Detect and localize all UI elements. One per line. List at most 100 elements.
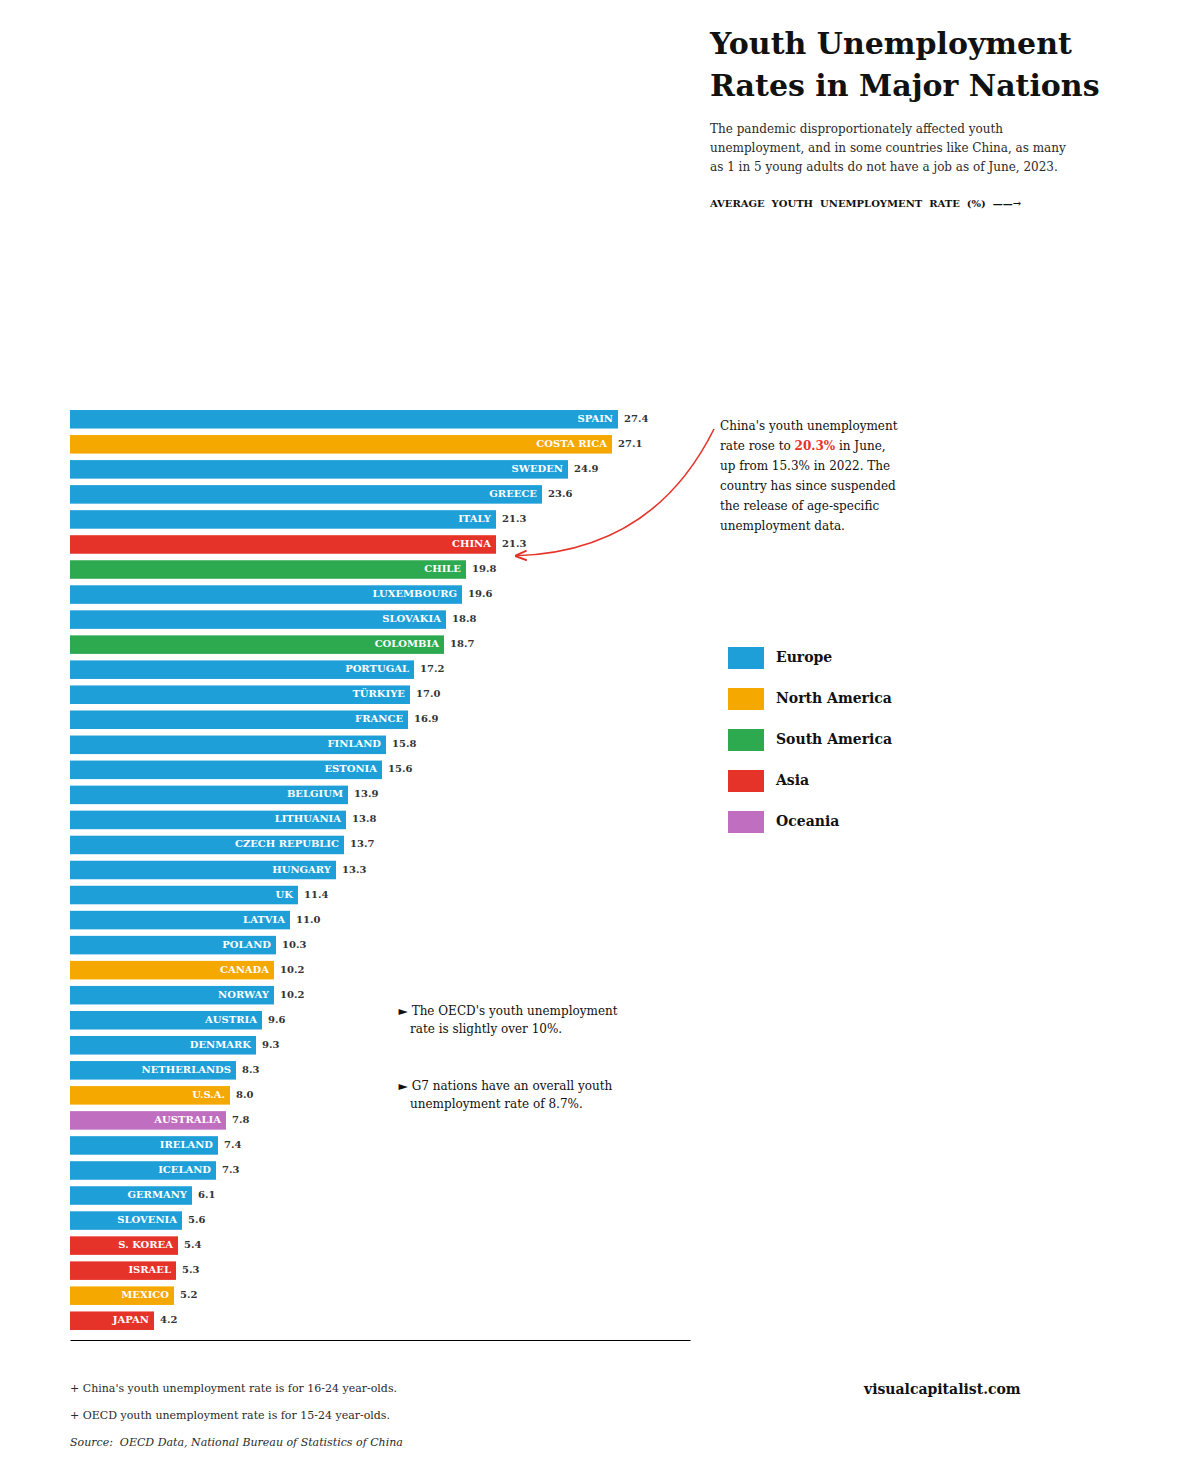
bar	[70, 485, 542, 504]
footnote: + OECD youth unemployment rate is for 15…	[70, 1409, 390, 1422]
bar	[70, 1036, 256, 1055]
value-label: 5.3	[182, 1264, 199, 1275]
bar	[70, 886, 298, 905]
annotation: ► The OECD's youth unemployment rate is …	[399, 1004, 618, 1036]
value-label: 19.6	[468, 588, 492, 599]
footnote: Source: OECD Data, National Bureau of St…	[70, 1436, 403, 1449]
bar	[70, 1061, 236, 1080]
value-label: 9.3	[262, 1039, 279, 1050]
category-label: POLAND	[222, 939, 271, 950]
category-label: CHINA	[452, 538, 491, 549]
category-label: GREECE	[489, 488, 537, 499]
annotation-line: unemployment rate of 8.7%.	[399, 1097, 583, 1111]
category-label: SLOVAKIA	[382, 613, 441, 624]
title: Youth Unemployment Rates in Major Nations	[709, 26, 1100, 103]
bar	[70, 786, 348, 805]
bar	[70, 1136, 218, 1155]
annotation-line: ► The OECD's youth unemployment	[399, 1004, 618, 1018]
bar	[70, 435, 612, 454]
x-axis	[71, 1340, 691, 1341]
annotation-line: unemployment data.	[720, 519, 845, 533]
value-label: 15.8	[392, 738, 416, 749]
bar	[70, 1211, 182, 1230]
category-label: CZECH REPUBLIC	[235, 838, 339, 849]
bar	[70, 1261, 176, 1280]
annotation-line: the release of age-specific	[720, 499, 879, 513]
x-axis-line	[71, 1340, 691, 1341]
annotation-line: rate is slightly over 10%.	[399, 1022, 563, 1036]
legend-swatch	[728, 770, 764, 792]
category-label: LATVIA	[243, 914, 285, 925]
value-label: 10.3	[282, 939, 306, 950]
chart-svg: SPAINCOSTA RICASWEDENGREECEITALYCHINACHI…	[0, 0, 1200, 1479]
annotation-line: country has since suspended	[720, 479, 896, 493]
value-label: 11.0	[296, 914, 320, 925]
value-label: 27.1	[618, 438, 642, 449]
subtitle-line: The pandemic disproportionately affected…	[710, 122, 1003, 136]
legend-swatch	[728, 647, 764, 669]
annotation-line: up from 15.3% in 2022. The	[720, 459, 890, 473]
category-label: ESTONIA	[324, 763, 377, 774]
value-label: 11.4	[304, 889, 328, 900]
value-label: 13.8	[352, 813, 376, 824]
value-label: 23.6	[548, 488, 572, 499]
value-label: 7.8	[232, 1114, 249, 1125]
category-label: GERMANY	[127, 1189, 187, 1200]
footnote: + China's youth unemployment rate is for…	[70, 1382, 397, 1395]
bar	[70, 1011, 262, 1030]
annotation-part: in June,	[835, 439, 885, 453]
bar	[70, 710, 408, 729]
bar	[70, 936, 276, 955]
category-label: S. KOREA	[118, 1239, 173, 1250]
value-label: 18.7	[450, 638, 474, 649]
bar	[70, 861, 336, 880]
value-label: 19.8	[472, 563, 496, 574]
category-label: FINLAND	[327, 738, 381, 749]
category-label: FRANCE	[355, 713, 403, 724]
legend-label: Europe	[776, 649, 832, 665]
category-label: CANADA	[220, 964, 269, 975]
legend: EuropeNorth AmericaSouth AmericaAsiaOcea…	[728, 647, 892, 833]
legend-swatch	[728, 811, 764, 833]
value-label: 7.3	[222, 1164, 239, 1175]
bar	[70, 961, 274, 980]
category-label: AUSTRALIA	[153, 1114, 221, 1125]
value-label: 8.0	[236, 1089, 253, 1100]
value-label: 21.3	[502, 538, 526, 549]
bar	[70, 1186, 192, 1205]
category-label: IRELAND	[160, 1139, 214, 1150]
value-label: 17.0	[416, 688, 440, 699]
category-label: ITALY	[458, 513, 492, 524]
bar	[70, 560, 466, 579]
value-label: 8.3	[242, 1064, 259, 1075]
value-label: 10.2	[280, 964, 304, 975]
value-label: 5.6	[188, 1214, 205, 1225]
title-line: Youth Unemployment	[709, 26, 1072, 61]
value-label: 4.2	[160, 1314, 177, 1325]
category-label: SPAIN	[577, 413, 613, 424]
annotation-line: China's youth unemployment	[720, 419, 898, 433]
annotation-part: rate rose to	[720, 439, 795, 453]
title-line: Rates in Major Nations	[710, 68, 1100, 103]
value-label: 13.9	[354, 788, 378, 799]
bar	[70, 1086, 230, 1105]
annotation-line: ► G7 nations have an overall youth	[399, 1079, 613, 1093]
category-label: CHILE	[424, 563, 461, 574]
annotation: ► G7 nations have an overall youth unemp…	[399, 1079, 613, 1111]
category-label: LITHUANIA	[275, 813, 342, 824]
category-label: LUXEMBOURG	[372, 588, 457, 599]
legend-label: North America	[776, 690, 892, 706]
bar	[70, 736, 386, 755]
value-label: 5.4	[184, 1239, 201, 1250]
category-label: NETHERLANDS	[142, 1064, 231, 1075]
value-label: 9.6	[268, 1014, 285, 1025]
category-label: AUSTRIA	[204, 1014, 257, 1025]
legend-swatch	[728, 688, 764, 710]
category-label: SLOVENIA	[117, 1214, 177, 1225]
subtitle-line: as 1 in 5 young adults do not have a job…	[710, 160, 1058, 174]
bar	[70, 410, 618, 429]
chart-root: SPAINCOSTA RICASWEDENGREECEITALYCHINACHI…	[0, 0, 1200, 1479]
bar	[70, 761, 382, 780]
bar	[70, 986, 274, 1005]
legend-label: Oceania	[776, 813, 839, 829]
